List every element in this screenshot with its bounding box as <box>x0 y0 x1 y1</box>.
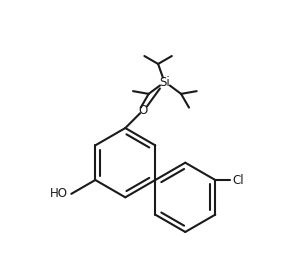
Text: Si: Si <box>159 76 170 89</box>
Text: HO: HO <box>50 187 68 200</box>
Text: Cl: Cl <box>232 173 244 186</box>
Text: O: O <box>139 104 148 117</box>
